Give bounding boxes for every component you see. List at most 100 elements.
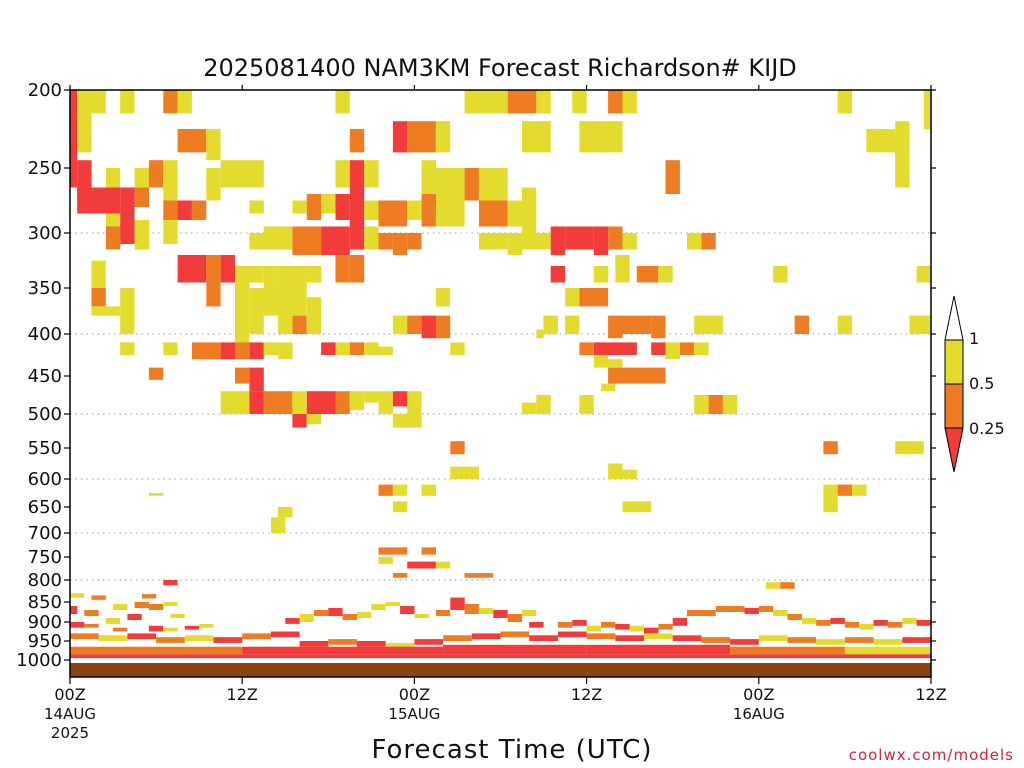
heatmap-cell-40 [895,168,910,188]
heatmap-cell-111 [278,315,293,334]
boundary-layer-cell-58 [773,610,788,616]
heatmap-cell-82 [622,233,637,250]
boundary-layer-cell-12 [70,622,85,628]
heatmap-cell-185 [392,484,408,496]
boundary-layer-cell-43 [522,610,537,616]
legend-bin-orange [944,383,964,429]
y-tick-label-250: 250 [28,158,62,179]
heatmap-cell-41 [77,187,121,214]
legend-label-0-25: 0.25 [969,419,1005,438]
heatmap-cell-75 [479,233,508,250]
heatmap-cell-189 [852,484,867,496]
heatmap-cell-126 [694,315,723,334]
heatmap-cell-31 [220,160,264,188]
heatmap-cell-59 [507,200,523,227]
heatmap-cell-44 [163,200,178,220]
y-tick-label-1000: 1000 [16,650,62,671]
y-tick-label-400: 400 [28,324,62,345]
boundary-layer-cell-36 [414,614,429,618]
heatmap-cell-99 [658,266,673,283]
heatmap-cell-39 [665,160,680,194]
heatmap-cell-121 [421,315,436,339]
boundary-layer-cell-37 [435,610,451,616]
boundary-layer-cell-24 [213,637,243,643]
heatmap-cell-5 [335,90,350,114]
boundary-layer-cell-75 [471,633,501,640]
boundary-layer-cell-69 [299,641,329,647]
boundary-layer-cell-71 [357,641,386,647]
ground-surface-band [70,663,931,677]
heatmap-cell-157 [220,391,250,414]
y-tick-label-950: 950 [28,631,62,652]
surface-layer-cell-0 [70,646,243,655]
boundary-layer-cell-85 [758,635,788,641]
heatmap-cell-144 [579,342,594,355]
boundary-layer-cell-45 [557,622,573,628]
boundary-layer-cell-32 [357,612,372,618]
heatmap-cell-179 [823,441,838,455]
heatmap-cell-60 [522,187,537,233]
heatmap-cell-186 [421,484,436,496]
heatmap-cell-1 [77,90,106,114]
heatmap-cell-118 [536,329,544,339]
heatmap-cell-45 [177,200,192,220]
y-tick-label-600: 600 [28,469,62,490]
boundary-layer-cell-89 [873,639,903,645]
boundary-layer-cell-66 [887,622,903,628]
heatmap-cell-150 [593,355,609,368]
heatmap-cell-176 [722,395,738,414]
boundary-layer-cell-46 [572,620,587,626]
heatmap-cell-49 [306,194,322,220]
heatmap-cell-47 [249,200,264,214]
boundary-layer-cell-56 [744,608,759,614]
heatmap-cell-141 [364,342,379,355]
heatmap-cell-22 [579,121,623,153]
boundary-layer-cell-64 [859,623,874,630]
heatmap-cell-153 [148,367,164,380]
boundary-layer-cell-50 [629,625,644,632]
heatmap-cell-112 [306,315,322,334]
heatmap-cell-114 [565,288,580,307]
boundary-layer-cell-81 [644,633,673,640]
x-tick-time-label: 00Z [743,685,774,704]
y-tick-label-900: 900 [28,612,62,633]
heatmap-cell-56 [421,194,436,227]
boundary-layer-cell-67 [902,618,917,624]
heatmap-cell-35 [421,160,436,194]
boundary-layer-cell-2 [141,594,157,599]
boundary-layer-cell-26 [270,631,300,638]
x-tick-date-label: 15AUG [388,705,440,723]
heatmap-cell-192 [622,501,637,513]
heatmap-cell-124 [622,315,652,334]
heatmap-cell-130 [120,342,135,355]
boundary-layer-cell-86 [787,637,817,643]
heatmap-cell-164 [364,391,379,403]
heatmap-cell-204 [766,582,781,589]
heatmap-cell-149 [694,342,709,355]
boundary-layer-cell-39 [464,604,479,614]
heatmap-cell-196 [378,547,408,555]
heatmap-cell-67 [263,226,293,250]
surface-layer-cell-5 [844,646,931,655]
heatmap-cell-147 [665,342,680,360]
legend-label-0-5: 0.5 [969,374,994,393]
heatmap-cell-170 [392,414,422,428]
heatmap-cell-151 [608,367,666,384]
heatmap-cell-128 [837,315,853,334]
boundary-layer-cell-11 [170,614,185,618]
heatmap-cell-183 [148,493,164,496]
heatmap-cell-107 [249,288,264,334]
boundary-layer-cell-63 [844,622,860,628]
heatmap-cell-10 [608,90,623,114]
heatmap-cell-74 [407,233,422,250]
heatmap-cell-123 [608,315,623,339]
heatmap-cell-16 [206,129,221,161]
boundary-layer-cell-48 [601,622,616,628]
boundary-layer-cell-25 [242,633,271,640]
heatmap-cell-194 [278,507,293,518]
heatmap-cell-199 [407,561,436,569]
boundary-layer-cell-47 [586,625,601,632]
boundary-layer-cell-62 [830,618,845,624]
heatmap-cell-117 [543,315,558,334]
